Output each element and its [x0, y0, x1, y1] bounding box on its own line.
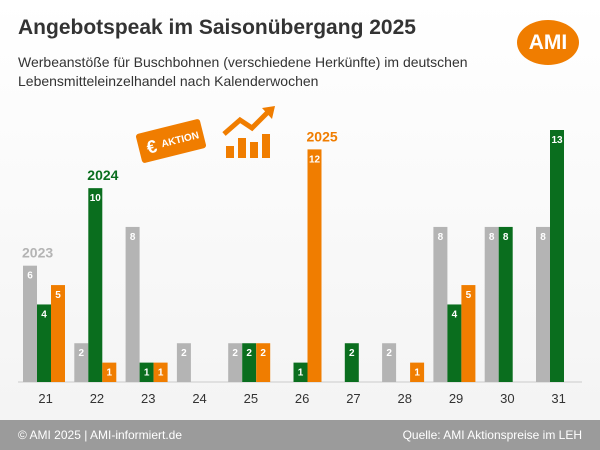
data-label-2023-kw21: 6	[27, 271, 33, 282]
svg-text:€: €	[145, 136, 160, 158]
data-label-2025-kw23: 1	[158, 368, 164, 379]
bar-2023-kw24	[176, 343, 191, 382]
data-label-2023-kw29: 8	[438, 232, 444, 243]
footer-source: Quelle: AMI Aktionspreise im LEH	[402, 428, 582, 442]
bar-2025-kw26	[307, 149, 322, 382]
data-label-2024-kw31: 13	[551, 135, 563, 146]
x-tick-label-kw23: 23	[141, 391, 155, 406]
data-label-2024-kw22: 10	[90, 193, 102, 204]
data-label-2023-kw31: 8	[540, 232, 546, 243]
bar-2024-kw30	[498, 226, 513, 382]
bar-2023-kw21	[23, 265, 37, 382]
chart-subtitle: Werbeanstöße für Buschbohnen (verschiede…	[18, 54, 468, 89]
bar-2024-kw31	[550, 130, 564, 382]
data-label-2025-kw28: 1	[414, 368, 420, 379]
bar-2024-kw25	[242, 343, 257, 382]
series-label-2024: 2024	[87, 167, 118, 183]
x-tick-label-kw24: 24	[192, 391, 206, 406]
bar-2025-kw23	[153, 362, 168, 382]
footer: © AMI 2025 | AMI-informiert.de Quelle: A…	[0, 420, 600, 450]
series-label-2023: 2023	[22, 245, 53, 261]
data-label-2023-kw23: 8	[130, 232, 136, 243]
x-tick-label-kw25: 25	[244, 391, 258, 406]
bar-2024-kw23	[139, 362, 154, 382]
bar-2023-kw29	[433, 226, 448, 382]
data-label-2023-kw28: 2	[386, 348, 392, 359]
bar-2024-kw21	[37, 304, 51, 382]
series-label-2025: 2025	[307, 128, 338, 144]
x-tick-label-kw21: 21	[38, 391, 52, 406]
bar-2024-kw22	[88, 188, 103, 382]
data-label-2024-kw29: 4	[452, 309, 458, 320]
data-label-2025-kw25: 2	[260, 348, 266, 359]
data-label-2025-kw29: 5	[466, 290, 472, 301]
data-label-2024-kw21: 4	[41, 309, 47, 320]
footer-copyright: © AMI 2025 | AMI-informiert.de	[18, 428, 183, 442]
bar-2025-kw25	[256, 343, 271, 382]
x-tick-label-kw27: 27	[346, 391, 360, 406]
bar-2023-kw25	[228, 343, 243, 382]
chart-title: Angebotspeak im Saisonübergang 2025	[18, 16, 416, 39]
data-label-2025-kw21: 5	[55, 290, 61, 301]
bar-2024-kw29	[447, 304, 462, 382]
x-tick-label-kw28: 28	[398, 391, 412, 406]
bar-2024-kw27	[344, 343, 359, 382]
data-label-2023-kw25: 2	[232, 348, 238, 359]
data-label-2024-kw27: 2	[349, 348, 355, 359]
data-label-2024-kw25: 2	[246, 348, 252, 359]
bar-2025-kw21	[51, 285, 65, 382]
data-label-2023-kw22: 2	[79, 348, 85, 359]
bar-2023-kw31	[536, 226, 550, 382]
bar-2023-kw23	[125, 226, 140, 382]
bar-2025-kw22	[102, 362, 117, 382]
ami-logo: AMI	[517, 20, 579, 65]
x-tick-label-kw30: 30	[500, 391, 514, 406]
x-tick-label-kw26: 26	[295, 391, 309, 406]
data-label-2023-kw30: 8	[489, 232, 495, 243]
data-label-2024-kw26: 1	[298, 368, 304, 379]
data-label-2025-kw22: 1	[107, 368, 113, 379]
bar-2025-kw29	[461, 285, 476, 382]
trend-up-icon	[222, 106, 275, 158]
data-label-2024-kw30: 8	[503, 232, 509, 243]
aktion-ticket-icon: € AKTION	[135, 119, 207, 163]
data-label-2025-kw26: 12	[309, 154, 321, 165]
bar-2024-kw26	[293, 362, 308, 382]
data-label-2023-kw24: 2	[181, 348, 187, 359]
bar-2023-kw28	[382, 343, 397, 382]
x-tick-label-kw29: 29	[449, 391, 463, 406]
bar-2023-kw22	[74, 343, 89, 382]
x-tick-label-kw22: 22	[90, 391, 104, 406]
data-label-2024-kw23: 1	[144, 368, 150, 379]
bar-2025-kw28	[410, 362, 425, 382]
bar-2023-kw30	[484, 226, 499, 382]
x-tick-label-kw31: 31	[551, 391, 565, 406]
